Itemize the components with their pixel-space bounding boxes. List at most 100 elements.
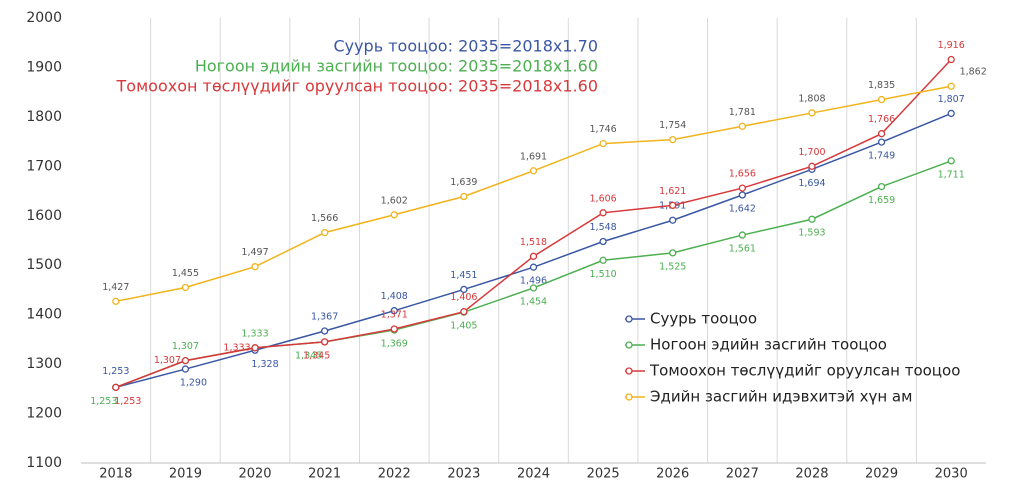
point <box>738 184 746 192</box>
point <box>808 215 816 223</box>
data-label: 1,345 <box>303 350 330 361</box>
data-label: 1,766 <box>868 114 895 125</box>
point <box>112 297 120 305</box>
data-label: 1,916 <box>938 40 965 51</box>
point <box>181 356 190 365</box>
data-label: 1,862 <box>960 67 987 78</box>
data-label: 1,621 <box>659 186 686 197</box>
y-tick-label: 1300 <box>26 356 62 372</box>
data-label: 1,694 <box>798 178 825 189</box>
data-label: 1,566 <box>311 213 338 224</box>
x-tick-label: 2030 <box>935 467 968 481</box>
data-label: 1,290 <box>180 378 207 389</box>
data-label: 1,561 <box>729 244 756 255</box>
point <box>599 209 607 217</box>
point <box>877 182 886 191</box>
point <box>947 82 955 90</box>
data-label: 1,253 <box>102 366 129 377</box>
data-label: 1,455 <box>172 268 199 279</box>
legend-marker <box>625 393 633 401</box>
data-label: 1,333 <box>241 328 268 339</box>
legend-label: Томоохон төслүүдийг оруулсан тооцоо <box>649 362 960 380</box>
point <box>669 135 677 144</box>
point <box>390 307 398 315</box>
data-label: 1,606 <box>590 193 617 204</box>
data-label: 1,700 <box>798 147 825 158</box>
point <box>460 192 468 201</box>
data-label: 1,691 <box>520 151 547 162</box>
data-label: 1,406 <box>450 292 477 303</box>
point <box>529 252 538 260</box>
point <box>321 228 329 237</box>
point <box>599 237 607 246</box>
point <box>877 138 886 146</box>
data-label: 1,371 <box>381 310 408 321</box>
data-label: 1,497 <box>241 247 268 258</box>
point <box>390 325 398 333</box>
x-tick-label: 2019 <box>169 467 202 481</box>
data-label: 1,253 <box>114 396 141 407</box>
point <box>669 201 677 210</box>
data-label: 1,510 <box>590 269 617 280</box>
x-tick-label: 2021 <box>308 467 341 481</box>
data-label: 1,518 <box>520 237 547 248</box>
data-label: 1,746 <box>590 124 617 135</box>
y-tick-label: 1800 <box>26 109 62 125</box>
point <box>738 191 746 199</box>
point <box>738 122 746 130</box>
x-tick-label: 2026 <box>656 467 689 481</box>
legend-label: Эдийн засгийн идэвхитэй хүн ам <box>650 388 912 406</box>
point <box>112 383 120 392</box>
data-label: 1,307 <box>172 341 199 352</box>
point <box>738 231 746 239</box>
data-label: 1,253 <box>90 396 117 407</box>
y-tick-label: 1600 <box>26 208 62 224</box>
data-label: 1,754 <box>659 120 686 131</box>
data-label: 1,593 <box>798 228 825 239</box>
point <box>529 284 538 292</box>
point <box>529 263 538 271</box>
x-tick-label: 2023 <box>447 467 480 481</box>
data-label: 1,328 <box>251 359 278 370</box>
data-label: 1,749 <box>868 151 895 162</box>
annotation: Суурь тооцоо: 2035=2018x1.70 <box>333 37 598 56</box>
point <box>181 283 190 292</box>
data-label: 1,781 <box>729 107 756 118</box>
legend-label: Ногоон эдийн засгийн тооцоо <box>650 336 887 354</box>
point <box>599 256 607 264</box>
x-tick-label: 2020 <box>238 467 271 481</box>
point <box>947 157 955 165</box>
point <box>669 216 677 224</box>
data-label: 1,345 <box>295 350 322 361</box>
x-tick-label: 2029 <box>865 467 898 481</box>
data-label: 1,659 <box>868 195 895 206</box>
point <box>947 55 955 64</box>
legend-marker <box>625 367 633 375</box>
x-tick-label: 2025 <box>587 467 620 481</box>
legend-marker <box>625 341 633 349</box>
point <box>251 263 259 271</box>
y-tick-label: 1400 <box>26 307 62 323</box>
data-label: 1,427 <box>102 282 129 293</box>
data-label: 1,307 <box>154 355 181 366</box>
point <box>321 327 329 335</box>
data-label: 1,807 <box>938 94 965 105</box>
data-label: 1,711 <box>938 169 965 180</box>
data-label: 1,367 <box>311 311 338 322</box>
x-tick-label: 2024 <box>517 467 550 481</box>
point <box>947 109 955 118</box>
point <box>460 285 468 294</box>
data-label: 1,369 <box>381 338 408 349</box>
point <box>251 344 259 352</box>
x-tick-label: 2018 <box>99 467 132 481</box>
point <box>460 308 468 316</box>
y-tick-label: 1700 <box>26 158 62 174</box>
y-tick-label: 1200 <box>26 406 62 422</box>
data-label: 1,639 <box>450 177 477 188</box>
point <box>877 95 886 104</box>
data-label: 1,808 <box>798 93 825 104</box>
y-tick-label: 1100 <box>26 455 62 471</box>
point <box>877 130 886 138</box>
legend-label: Суурь тооцоо <box>650 310 757 328</box>
x-tick-label: 2028 <box>795 467 828 481</box>
